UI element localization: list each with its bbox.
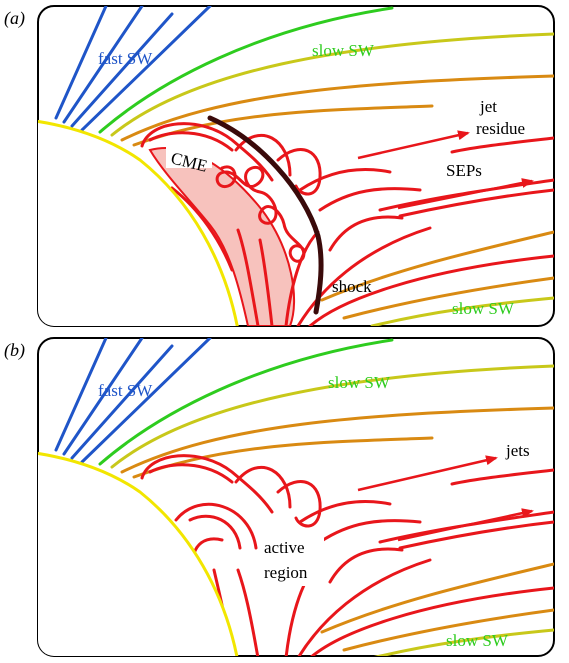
cme-label-bg — [166, 146, 212, 168]
fast-sw-label-b: fast SW — [98, 381, 153, 400]
slow-sw-bottom-label-b: slow SW — [446, 631, 509, 650]
jet-residue-arrow — [357, 130, 470, 160]
active-region-label-bg — [258, 536, 324, 586]
shock-label: shock — [332, 277, 372, 296]
jet-residue-label-line2: residue — [476, 119, 525, 138]
orange-field-line-b3 — [320, 562, 554, 634]
orange-field-line-3 — [320, 230, 554, 302]
sun-limb-a — [38, 115, 240, 326]
jets-arrow — [357, 455, 498, 492]
orange-field-line-4 — [342, 276, 554, 320]
jet-residue-label-line1: jet — [479, 97, 497, 116]
fast-sw-label-a: fast SW — [98, 49, 153, 68]
active-region-label-line1: active — [264, 538, 305, 557]
panel-a-tag: (a) — [4, 8, 25, 29]
green-field-line — [98, 6, 394, 134]
orange-field-line-b4 — [342, 608, 554, 652]
panel-b: (b) fast SW slow SW slow SW jets active … — [4, 337, 555, 657]
green-field-line-b — [98, 338, 394, 466]
slow-sw-bottom-label-a: slow SW — [452, 299, 515, 318]
olive-field-line-2 — [370, 296, 554, 326]
active-region-label-line2: region — [264, 563, 308, 582]
orange-field-line-b1 — [120, 406, 554, 474]
olive-field-line — [110, 32, 554, 137]
panel-b-tag: (b) — [4, 340, 25, 361]
cme-body — [148, 147, 296, 326]
seps-arrow — [397, 178, 534, 210]
slow-sw-top-label-b: slow SW — [328, 373, 391, 392]
outflow-arrow-b — [397, 508, 534, 542]
seps-label: SEPs — [446, 161, 482, 180]
panel-a: (a) fast SW slow SW slow SW CME shock je… — [4, 5, 555, 327]
fast-sw-field-lines-b — [54, 338, 212, 464]
olive-field-line-b5 — [370, 628, 554, 656]
olive-field-line-b — [110, 364, 554, 469]
flux-rope — [215, 165, 306, 263]
shock-front — [207, 115, 324, 315]
red-closed-loops-b — [140, 454, 554, 656]
sun-limb-b — [38, 447, 240, 656]
orange-field-line-1 — [120, 74, 554, 142]
fast-sw-field-lines — [54, 6, 212, 132]
slow-sw-top-label-a: slow SW — [312, 41, 375, 60]
jets-label: jets — [505, 441, 530, 460]
